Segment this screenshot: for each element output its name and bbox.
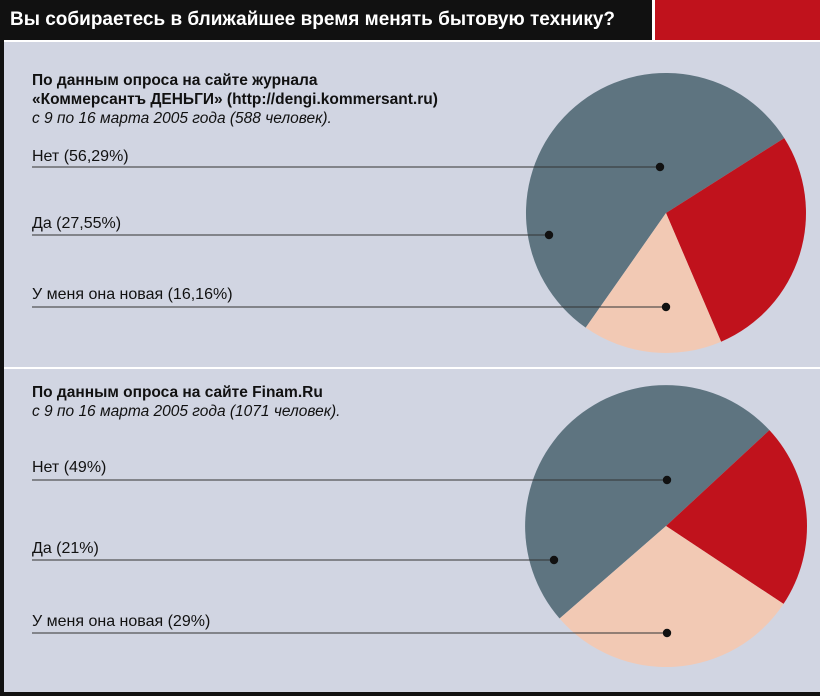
- chart-1-slice-have-new: [585, 213, 722, 353]
- source-note-2: По данным опроса на сайте Finam.Ru с 9 п…: [32, 383, 341, 421]
- chart-1-slice-yes: [666, 138, 806, 342]
- chart-1-label-new: У меня она новая (16,16%): [32, 286, 233, 303]
- chart-1-label-yes: Да (27,55%): [32, 215, 122, 232]
- bottom-rule: [0, 692, 820, 696]
- source-2-line-2: с 9 по 16 марта 2005 года (1071 человек)…: [32, 403, 341, 420]
- source-2-line-1: По данным опроса на сайте Finam.Ru: [32, 384, 323, 401]
- left-rule: [0, 40, 4, 696]
- chart-2-label-no: Нет (49%): [32, 459, 107, 476]
- header: Вы собираетесь в ближайшее время менять …: [0, 0, 820, 42]
- title-accent-block: [655, 0, 820, 40]
- chart-2-label-yes: Да (21%): [32, 540, 99, 557]
- chart-2-slice-no: [525, 385, 770, 619]
- source-1-line-3: с 9 по 16 марта 2005 года (588 человек).: [32, 110, 332, 127]
- section-divider: [4, 367, 820, 369]
- source-1-line-1: По данным опроса на сайте журнала: [32, 72, 318, 89]
- chart-2-dot-no: [662, 475, 672, 485]
- chart-2-label-new: У меня она новая (29%): [32, 613, 211, 630]
- source-note-1: По данным опроса на сайте журнала «Комме…: [32, 71, 438, 128]
- page-title: Вы собираетесь в ближайшее время менять …: [10, 9, 616, 30]
- chart-2-slice-have-new: [559, 526, 784, 667]
- chart-2-dot-have-new: [662, 628, 672, 638]
- chart-1-dot-have-new: [661, 302, 671, 312]
- chart-1-label-no: Нет (56,29%): [32, 148, 129, 165]
- chart-1-slice-no: [525, 72, 785, 328]
- chart-2-dot-yes: [549, 555, 559, 565]
- source-1-line-2: «Коммерсантъ ДЕНЬГИ» (http://dengi.komme…: [32, 91, 438, 108]
- chart-2-slice-yes: [666, 430, 808, 604]
- chart-1-dot-no: [655, 162, 665, 172]
- chart-1-dot-yes: [544, 230, 554, 240]
- title-bar: Вы собираетесь в ближайшее время менять …: [0, 0, 652, 40]
